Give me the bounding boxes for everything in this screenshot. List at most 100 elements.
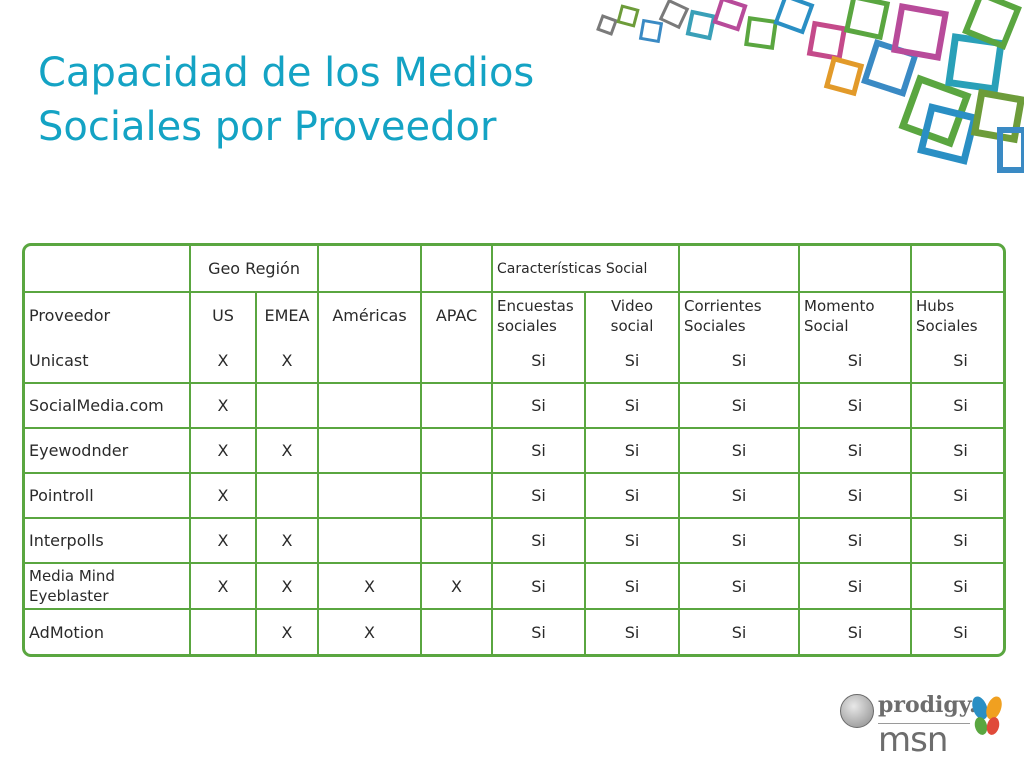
table-row: AdMotion X X Si Si Si Si Si — [25, 608, 1003, 654]
cell-momento: Si — [798, 562, 913, 610]
decorative-squares — [596, 0, 1024, 173]
slide-title: Capacidad de los Medios Sociales por Pro… — [38, 46, 534, 154]
cell-emea: X — [254, 562, 320, 610]
cell-encuestas: Si — [491, 472, 587, 519]
header-empty-cell — [420, 246, 494, 293]
cell-emea: X — [254, 517, 320, 564]
cell-momento: Si — [798, 427, 913, 474]
provider-name-cell: Pointroll — [25, 472, 191, 519]
cell-hubs: Si — [910, 517, 1003, 564]
cell-us: X — [189, 562, 257, 610]
header-empty-cell — [25, 246, 191, 293]
header-row-top: Geo Región Características Social — [25, 246, 1003, 293]
cell-momento: Si — [798, 338, 913, 384]
table-row: Media Mind Eyeblaster X X X X Si Si Si Si Si — [25, 562, 1003, 610]
column-header-us: US — [189, 291, 257, 338]
cell-emea: X — [254, 338, 320, 384]
cell-us: X — [189, 427, 257, 474]
cell-encuestas: Si — [491, 338, 587, 384]
cell-americas — [317, 472, 423, 519]
cell-hubs: Si — [910, 472, 1003, 519]
cell-video: Si — [584, 382, 681, 429]
provider-name-cell: SocialMedia.com — [25, 382, 191, 429]
cell-us — [189, 608, 257, 654]
cell-americas — [317, 427, 423, 474]
cell-video: Si — [584, 427, 681, 474]
cell-corrientes: Si — [678, 608, 801, 654]
cell-apac: X — [420, 562, 494, 610]
provider-name-cell: Interpolls — [25, 517, 191, 564]
cell-us: X — [189, 517, 257, 564]
globe-icon — [840, 694, 874, 728]
cell-apac — [420, 608, 494, 654]
cell-hubs: Si — [910, 608, 1003, 654]
column-header-proveedor: Proveedor — [25, 291, 191, 338]
cell-corrientes: Si — [678, 562, 801, 610]
cell-americas: X — [317, 562, 423, 610]
cell-encuestas: Si — [491, 562, 587, 610]
column-header-momento: Momento Social — [798, 291, 913, 338]
cell-us: X — [189, 382, 257, 429]
cell-americas — [317, 382, 423, 429]
cell-emea — [254, 472, 320, 519]
header-empty-cell — [798, 246, 913, 293]
header-empty-cell — [317, 246, 423, 293]
cell-video: Si — [584, 562, 681, 610]
cell-video: Si — [584, 608, 681, 654]
logo-divider — [878, 723, 970, 724]
slide-title-line-1: Capacidad de los Medios — [38, 50, 535, 96]
cell-momento: Si — [798, 608, 913, 654]
cell-video: Si — [584, 338, 681, 384]
cell-us: X — [189, 472, 257, 519]
cell-apac — [420, 517, 494, 564]
cell-momento: Si — [798, 517, 913, 564]
msn-butterfly-icon — [972, 696, 1002, 735]
cell-encuestas: Si — [491, 382, 587, 429]
table-row: Pointroll X Si Si Si Si Si — [25, 472, 1003, 519]
cell-encuestas: Si — [491, 517, 587, 564]
cell-apac — [420, 472, 494, 519]
cell-encuestas: Si — [491, 427, 587, 474]
provider-capability-table: Geo Región Características Social Provee… — [22, 243, 1006, 657]
table-row: Interpolls X X Si Si Si Si Si — [25, 517, 1003, 564]
cell-hubs: Si — [910, 427, 1003, 474]
column-header-apac: APAC — [420, 291, 494, 338]
cell-hubs: Si — [910, 382, 1003, 429]
table-row: Eyewodnder X X Si Si Si Si Si — [25, 427, 1003, 474]
cell-hubs: Si — [910, 338, 1003, 384]
cell-corrientes: Si — [678, 427, 801, 474]
slide-title-line-2: Sociales por Proveedor — [38, 104, 497, 150]
cell-americas: X — [317, 608, 423, 654]
cell-hubs: Si — [910, 562, 1003, 610]
cell-emea — [254, 382, 320, 429]
column-header-encuestas: Encuestas sociales — [491, 291, 587, 338]
cell-apac — [420, 382, 494, 429]
prodigy-msn-logo: prodigy. msn — [838, 690, 1008, 760]
cell-momento: Si — [798, 382, 913, 429]
header-social-features: Características Social — [491, 246, 681, 293]
provider-name-cell: Unicast — [25, 338, 191, 384]
header-row-columns: Proveedor US EMEA Américas APAC Encuesta… — [25, 291, 1003, 338]
table-row: SocialMedia.com X Si Si Si Si Si — [25, 382, 1003, 429]
header-empty-cell — [678, 246, 801, 293]
column-header-corrientes: Corrientes Sociales — [678, 291, 801, 338]
cell-apac — [420, 427, 494, 474]
provider-name-cell: Eyewodnder — [25, 427, 191, 474]
header-geo-region: Geo Región — [188, 246, 320, 293]
cell-americas — [317, 338, 423, 384]
logo-prodigy-text: prodigy. — [878, 692, 977, 718]
header-empty-cell — [910, 246, 1003, 293]
cell-emea: X — [254, 427, 320, 474]
column-header-americas: Américas — [317, 291, 423, 338]
logo-msn-text: msn — [878, 720, 948, 760]
table-row: Unicast X X Si Si Si Si Si — [25, 338, 1003, 384]
cell-apac — [420, 338, 494, 384]
cell-emea: X — [254, 608, 320, 654]
cell-video: Si — [584, 472, 681, 519]
provider-name-cell: Media Mind Eyeblaster — [25, 562, 191, 610]
cell-momento: Si — [798, 472, 913, 519]
column-header-video: Video social — [584, 291, 681, 338]
column-header-hubs: Hubs Sociales — [910, 291, 1003, 338]
cell-corrientes: Si — [678, 382, 801, 429]
cell-encuestas: Si — [491, 608, 587, 654]
